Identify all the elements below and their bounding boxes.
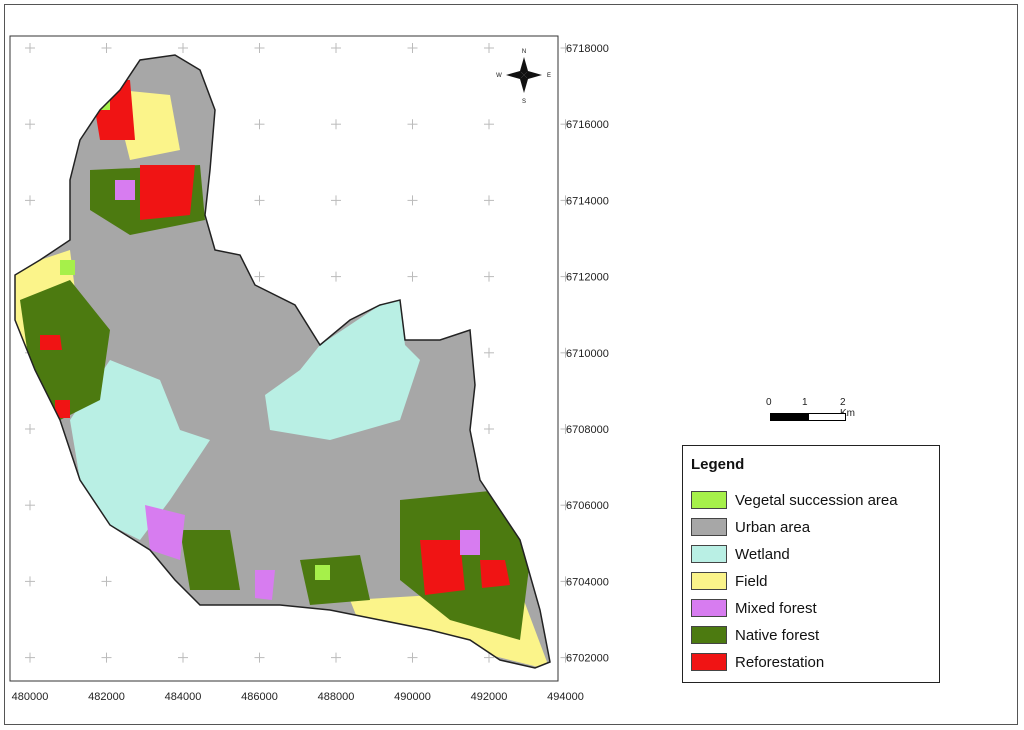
scale-segment-white: [808, 413, 846, 421]
native-forest-patch: [300, 555, 370, 605]
legend-label: Vegetal succession area: [735, 491, 898, 509]
legend-label: Reforestation: [735, 653, 825, 671]
legend-swatch: [691, 572, 727, 590]
north-arrow-icon: N S E W: [496, 49, 551, 105]
map-border: [9, 35, 559, 682]
x-tick-label: 492000: [471, 691, 508, 703]
x-tick-label: 494000: [547, 691, 584, 703]
legend: Legend Vegetal succession area Urban are…: [682, 445, 940, 683]
legend-item-wetland: Wetland: [691, 544, 790, 564]
reforestation-patch: [55, 400, 70, 418]
region-outline: [14, 54, 551, 669]
scale-label-0: 0: [766, 397, 772, 408]
compass-north: N: [522, 49, 526, 55]
mixed-forest-patch: [460, 530, 480, 555]
legend-item-vegetal-succession: Vegetal succession area: [691, 490, 898, 510]
legend-item-mixed-forest: Mixed forest: [691, 598, 817, 618]
vegetal-succession-patch: [315, 565, 330, 580]
reforestation-patch: [420, 540, 465, 595]
legend-swatch: [691, 491, 727, 509]
scale-label-1: 1: [802, 397, 808, 408]
legend-swatch: [691, 626, 727, 644]
x-tick-label: 484000: [165, 691, 202, 703]
y-tick-label: 6706000: [566, 500, 609, 512]
x-tick-label: 488000: [318, 691, 355, 703]
legend-swatch: [691, 653, 727, 671]
y-tick-label: 6708000: [566, 424, 609, 436]
legend-label: Urban area: [735, 518, 811, 536]
y-tick-label: 6712000: [566, 272, 609, 284]
y-tick-label: 6702000: [566, 653, 609, 665]
legend-label: Native forest: [735, 626, 820, 644]
scale-label-2: 2 Km: [840, 397, 855, 419]
legend-item-field: Field: [691, 571, 768, 591]
legend-swatch: [691, 545, 727, 563]
compass-east: E: [547, 73, 551, 79]
coordinate-grid: [25, 43, 571, 663]
mixed-forest-patch: [255, 570, 275, 600]
scale-segment-black: [770, 413, 808, 421]
legend-item-native-forest: Native forest: [691, 625, 819, 645]
y-tick-label: 6714000: [566, 195, 609, 207]
y-tick-labels: 6718000 6716000 6714000 6712000 6710000 67080…: [566, 43, 609, 665]
reforestation-patch: [40, 335, 62, 350]
mixed-forest-patch: [145, 505, 185, 560]
x-tick-label: 482000: [88, 691, 125, 703]
vegetal-succession-patch: [60, 260, 75, 275]
wetland-patch: [265, 300, 420, 440]
legend-label: Field: [735, 572, 768, 590]
x-tick-labels: 480000 482000 484000 486000 488000 490000 4920…: [12, 691, 584, 703]
reforestation-patch: [140, 165, 195, 220]
compass-south: S: [522, 99, 526, 105]
x-tick-label: 490000: [394, 691, 431, 703]
legend-swatch: [691, 518, 727, 536]
x-tick-label: 486000: [241, 691, 278, 703]
wetland-patch: [70, 360, 210, 540]
legend-title: Legend: [691, 456, 745, 473]
compass-west: W: [496, 73, 502, 79]
legend-item-reforestation: Reforestation: [691, 652, 824, 672]
mixed-forest-patch: [115, 180, 135, 200]
legend-swatch: [691, 599, 727, 617]
scale-bar: 0 1 2 Km: [766, 397, 856, 427]
native-forest-patch: [180, 530, 240, 590]
y-tick-label: 6716000: [566, 119, 609, 131]
legend-item-urban-area: Urban area: [691, 517, 810, 537]
x-tick-label: 480000: [12, 691, 49, 703]
y-tick-label: 6704000: [566, 576, 609, 588]
land-cover-region: [14, 54, 551, 669]
legend-label: Wetland: [735, 545, 790, 563]
y-tick-label: 6710000: [566, 348, 609, 360]
native-forest-patch: [400, 490, 530, 640]
reforestation-patch: [480, 560, 510, 588]
y-tick-label: 6718000: [566, 43, 609, 55]
legend-label: Mixed forest: [735, 599, 817, 617]
field-patch: [120, 90, 180, 160]
